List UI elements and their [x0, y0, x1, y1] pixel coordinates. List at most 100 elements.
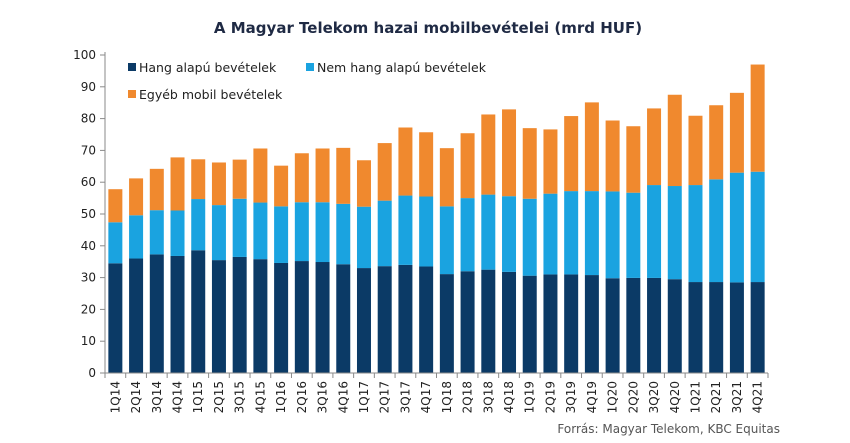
x-tick-label: 1Q20: [606, 381, 620, 413]
x-tick-label: 3Q17: [398, 381, 412, 413]
bar-1Q20-series-2: [605, 191, 620, 279]
bar-3Q19-series-1: [564, 274, 579, 373]
bar-4Q19-series-3: [584, 102, 599, 192]
bar-2Q20-series-1: [626, 277, 641, 373]
y-axis: 0 10 20 30 40 50 60 70 80 90 100: [73, 48, 106, 380]
bar-4Q21-series-3: [750, 64, 765, 172]
x-tick-label: 1Q21: [688, 381, 702, 413]
bar-4Q14-series-3: [170, 157, 185, 211]
x-tick-label: 1Q17: [357, 381, 371, 413]
bar-3Q19-series-3: [564, 116, 579, 192]
bar-1Q15-series-2: [191, 199, 206, 251]
bar-3Q21-series-2: [729, 172, 744, 283]
bar-1Q19-series-2: [522, 198, 537, 276]
bar-3Q17-series-2: [398, 195, 413, 265]
bar-3Q18-series-2: [481, 194, 496, 270]
bar-2Q21-series-2: [709, 179, 724, 283]
bar-3Q14-series-3: [149, 168, 164, 211]
x-tick-label: 2Q21: [709, 381, 723, 413]
legend-swatch: [306, 63, 314, 71]
legend-label: Egyéb mobil bevételek: [139, 87, 283, 102]
bar-2Q14-series-3: [129, 178, 144, 216]
bar-1Q21-series-3: [688, 115, 703, 186]
bar-4Q15-series-3: [253, 148, 268, 203]
bar-1Q20-series-3: [605, 120, 620, 192]
bar-4Q18-series-2: [502, 196, 517, 272]
x-tick-label: 1Q19: [523, 381, 537, 413]
x-tick-label: 4Q20: [668, 381, 682, 413]
y-tick-label: 60: [81, 175, 96, 189]
bar-2Q21-series-1: [709, 282, 724, 373]
bar-1Q15-series-3: [191, 159, 206, 200]
x-tick-label: 4Q19: [585, 381, 599, 413]
x-tick-label: 3Q21: [730, 381, 744, 413]
x-tick-label: 2Q17: [378, 381, 392, 413]
bar-2Q16-series-2: [294, 202, 309, 262]
x-tick-label: 3Q16: [316, 381, 330, 413]
bar-3Q20-series-3: [647, 108, 662, 186]
bar-2Q17-series-3: [377, 143, 392, 201]
y-tick-label: 40: [81, 239, 96, 253]
legend-label: Hang alapú bevételek: [139, 60, 277, 75]
bar-1Q21-series-1: [688, 282, 703, 373]
bar-2Q14-series-1: [129, 258, 144, 373]
x-tick-label: 3Q18: [481, 381, 495, 413]
x-tick-label: 1Q16: [274, 381, 288, 413]
bar-1Q14-series-2: [108, 222, 123, 264]
bar-3Q16-series-2: [315, 202, 330, 263]
bar-1Q19-series-1: [522, 275, 537, 373]
y-tick-label: 70: [81, 143, 96, 157]
bar-2Q14-series-2: [129, 215, 144, 259]
bar-4Q18-series-3: [502, 109, 517, 197]
bar-1Q18-series-2: [439, 206, 454, 275]
x-tick-label: 4Q15: [253, 381, 267, 413]
bar-1Q17-series-2: [356, 206, 371, 269]
x-tick-label: 4Q14: [171, 381, 185, 413]
bar-4Q21-series-2: [750, 171, 765, 283]
bar-2Q15-series-2: [211, 205, 226, 261]
bar-4Q20-series-3: [667, 94, 682, 187]
bar-4Q16-series-3: [336, 147, 351, 204]
bar-4Q14-series-1: [170, 255, 185, 373]
y-tick-label: 20: [81, 302, 96, 316]
bar-2Q18-series-1: [460, 271, 475, 373]
bar-3Q21-series-3: [729, 92, 744, 173]
bar-3Q17-series-1: [398, 264, 413, 373]
bar-3Q20-series-1: [647, 277, 662, 373]
y-tick-label: 50: [81, 207, 96, 221]
legend-label: Nem hang alapú bevételek: [317, 60, 487, 75]
bar-2Q16-series-3: [294, 153, 309, 203]
x-tick-label: 3Q20: [647, 381, 661, 413]
y-tick-label: 80: [81, 112, 96, 126]
x-tick-label: 1Q15: [191, 381, 205, 413]
bar-2Q16-series-1: [294, 261, 309, 373]
bars-layer: [108, 64, 765, 373]
bar-3Q14-series-2: [149, 210, 164, 255]
bar-3Q16-series-1: [315, 262, 330, 373]
x-tick-label: 2Q16: [295, 381, 309, 413]
bar-1Q17-series-3: [356, 160, 371, 207]
bar-4Q17-series-1: [419, 266, 434, 373]
bar-2Q17-series-2: [377, 200, 392, 267]
bar-1Q17-series-1: [356, 268, 371, 373]
x-tick-label: 2Q15: [212, 381, 226, 413]
bar-4Q19-series-2: [584, 191, 599, 276]
bar-4Q17-series-2: [419, 196, 434, 267]
chart-title: A Magyar Telekom hazai mobilbevételei (m…: [214, 19, 642, 37]
x-tick-label: 4Q16: [336, 381, 350, 413]
bar-1Q14-series-3: [108, 189, 123, 223]
bar-2Q18-series-2: [460, 198, 475, 272]
bar-4Q15-series-2: [253, 202, 268, 260]
bar-2Q15-series-1: [211, 260, 226, 373]
bar-2Q21-series-3: [709, 105, 724, 180]
y-tick-label: 100: [73, 48, 96, 62]
bar-1Q21-series-2: [688, 185, 703, 283]
bar-2Q20-series-2: [626, 192, 641, 278]
bar-2Q19-series-2: [543, 193, 558, 275]
x-tick-label: 2Q19: [543, 381, 557, 413]
bar-2Q20-series-3: [626, 126, 641, 193]
legend-swatch: [128, 63, 136, 71]
bar-3Q15-series-1: [232, 256, 247, 373]
x-tick-label: 3Q19: [564, 381, 578, 413]
